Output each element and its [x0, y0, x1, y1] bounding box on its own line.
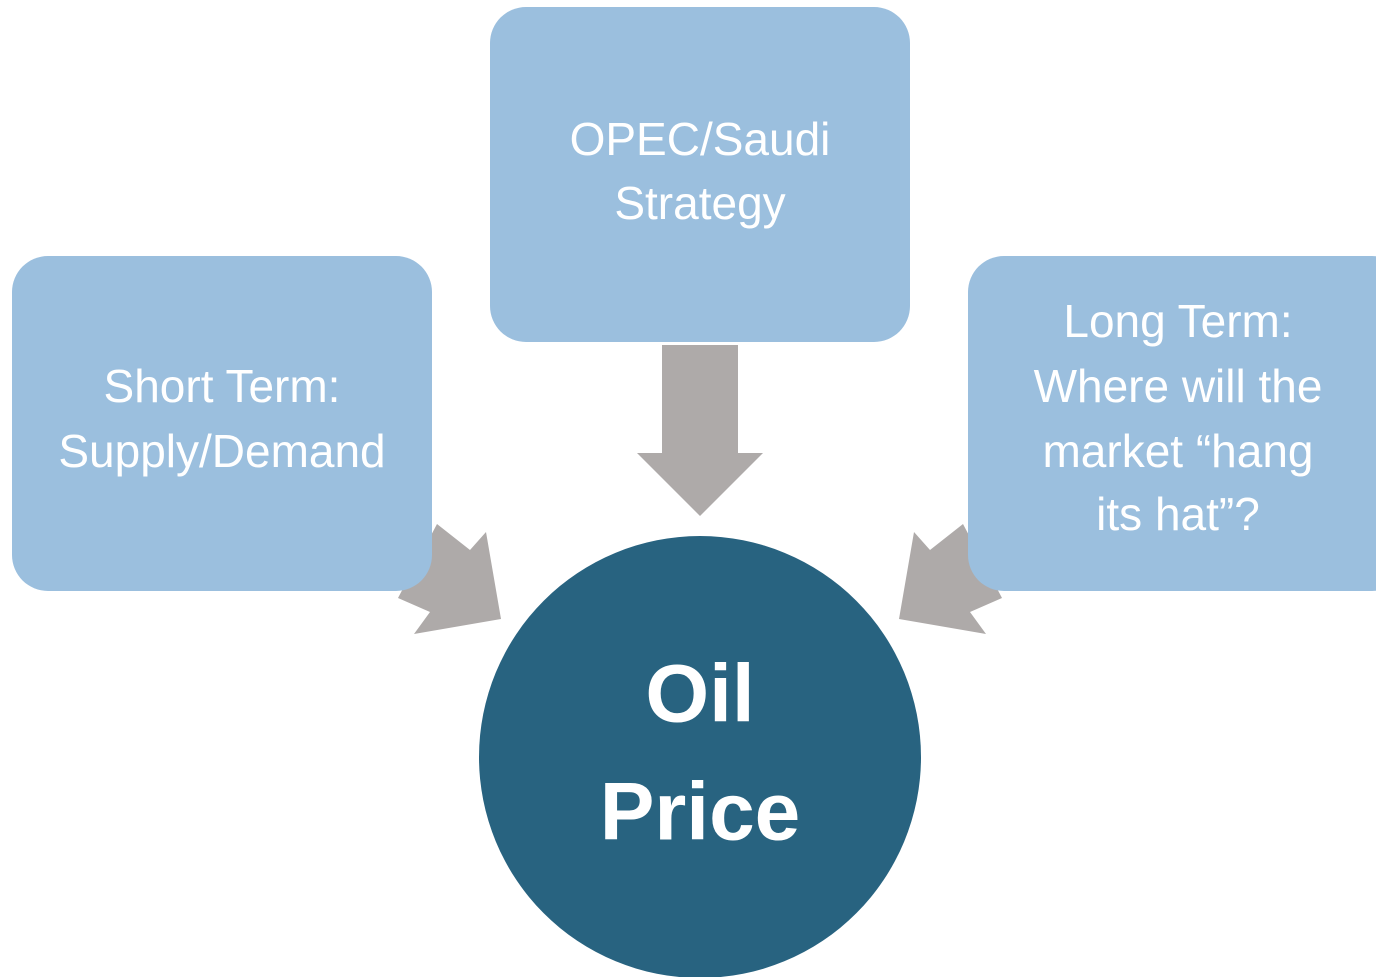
node-label: Supply/Demand [58, 425, 385, 477]
arrow-top [637, 345, 763, 516]
center-node [479, 536, 921, 977]
node-label: Short Term: [104, 360, 341, 412]
node-label: Long Term: [1063, 295, 1292, 347]
node-label: its hat”? [1096, 488, 1260, 540]
node-label: market “hang [1042, 425, 1313, 477]
node-box [12, 256, 432, 591]
node-box [968, 256, 1376, 591]
center-label: Price [600, 767, 801, 858]
node-label: Where will the [1034, 360, 1323, 412]
center-label: Oil [645, 649, 754, 740]
node-box [490, 7, 910, 342]
node-label: Strategy [614, 177, 785, 229]
node-label: OPEC/Saudi [570, 113, 831, 165]
